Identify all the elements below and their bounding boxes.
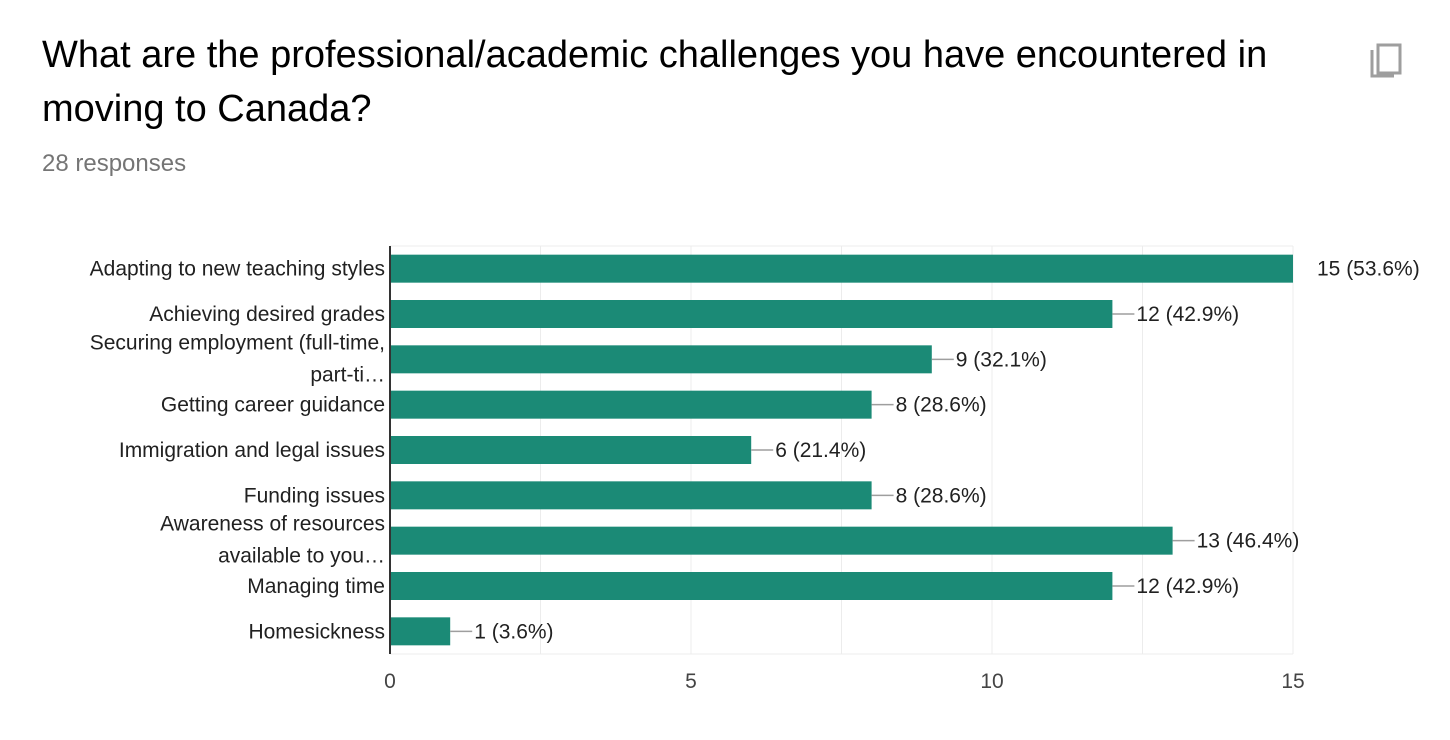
category-label: Achieving desired grades <box>149 303 385 326</box>
category-label: Adapting to new teaching styles <box>90 258 385 281</box>
category-label: available to you… <box>218 545 385 568</box>
bar[interactable] <box>390 345 932 374</box>
data-label: 13 (46.4%) <box>1197 530 1300 553</box>
bar[interactable] <box>390 572 1113 600</box>
data-label: 8 (28.6%) <box>896 484 987 507</box>
category-label: Awareness of resources <box>160 513 385 536</box>
data-label: 12 (42.9%) <box>1136 303 1239 326</box>
copy-icon <box>1370 43 1402 78</box>
x-tick-label: 10 <box>980 670 1003 693</box>
x-tick-label: 0 <box>384 670 396 693</box>
question-title: What are the professional/academic chall… <box>42 34 1268 130</box>
data-label: 9 (32.1%) <box>956 348 1047 371</box>
bar[interactable] <box>390 617 451 646</box>
bar[interactable] <box>390 526 1173 555</box>
category-label: part-ti… <box>310 363 385 386</box>
category-label: Managing time <box>247 575 385 598</box>
data-label: 15 (53.6%) <box>1317 258 1420 281</box>
bar[interactable] <box>390 481 872 510</box>
bar[interactable] <box>390 436 752 464</box>
bar[interactable] <box>390 254 1293 283</box>
copy-chart-button[interactable] <box>1368 42 1404 82</box>
data-label: 12 (42.9%) <box>1136 575 1239 598</box>
data-label: 8 (28.6%) <box>896 394 987 417</box>
category-label: Getting career guidance <box>161 394 385 417</box>
data-label: 1 (3.6%) <box>474 620 553 643</box>
x-tick-label: 5 <box>685 670 697 693</box>
response-count: 28 responses <box>42 150 187 177</box>
data-label: 6 (21.4%) <box>775 439 866 462</box>
category-label: Securing employment (full-time, <box>90 331 385 354</box>
x-tick-label: 15 <box>1281 670 1304 693</box>
bar[interactable] <box>390 300 1113 328</box>
category-label: Homesickness <box>248 620 385 643</box>
bar[interactable] <box>390 390 872 419</box>
category-label: Funding issues <box>244 484 385 507</box>
category-label: Immigration and legal issues <box>119 439 385 462</box>
